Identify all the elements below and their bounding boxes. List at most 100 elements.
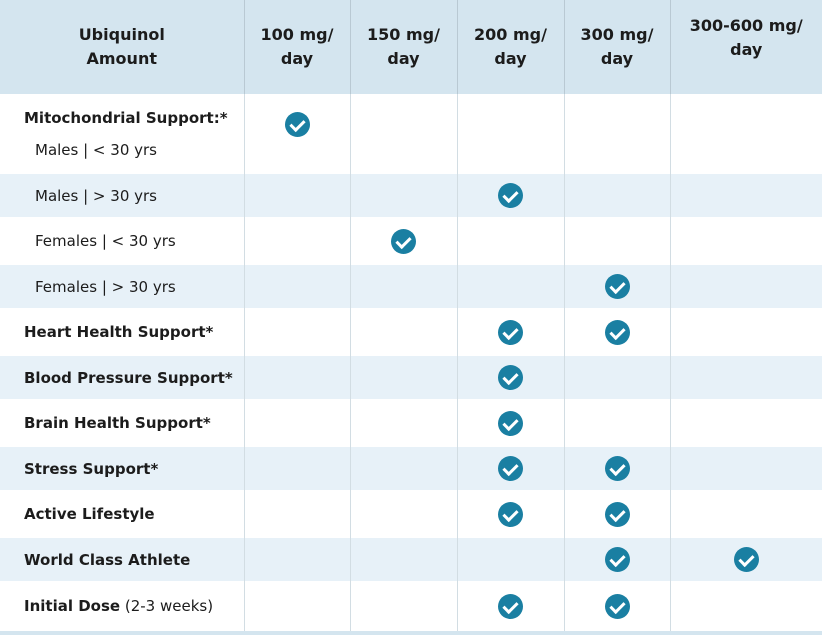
- table-row: Active Lifestyle: [0, 490, 822, 538]
- table-cell: [350, 490, 457, 538]
- check-circle-icon: [498, 502, 523, 527]
- table-cell: [564, 399, 670, 447]
- table-cell: [244, 265, 350, 308]
- table-cell: [670, 174, 822, 217]
- header-row: Ubiquinol Amount 100 mg/ day 150 mg/ day…: [0, 0, 822, 94]
- table-cell: [244, 356, 350, 399]
- table-cell: [350, 217, 457, 265]
- header-300mg-line1: 300 mg/: [565, 23, 670, 47]
- row-title: Initial Dose: [24, 597, 120, 615]
- header-150mg-line2: day: [351, 47, 457, 71]
- header-label-line1: Ubiquinol: [0, 23, 244, 47]
- header-300-600mg: 300-600 mg/ day: [670, 0, 822, 94]
- table-cell: [564, 538, 670, 581]
- table-cell: [457, 174, 564, 217]
- row-label: Initial Dose (2-3 weeks): [0, 581, 244, 633]
- table-cell: [457, 265, 564, 308]
- check-circle-icon: [498, 320, 523, 345]
- table-cell: [350, 447, 457, 490]
- row-label: Active Lifestyle: [0, 490, 244, 538]
- table-cell: [564, 447, 670, 490]
- row-label: Males | > 30 yrs: [0, 174, 244, 217]
- table-cell: [244, 217, 350, 265]
- table-cell: [457, 490, 564, 538]
- check-circle-icon: [498, 183, 523, 208]
- table-cell: [564, 174, 670, 217]
- header-150mg: 150 mg/ day: [350, 0, 457, 94]
- header-300mg: 300 mg/ day: [564, 0, 670, 94]
- table-cell: [457, 447, 564, 490]
- row-label: Stress Support*: [0, 447, 244, 490]
- check-circle-icon: [605, 547, 630, 572]
- check-circle-icon: [498, 411, 523, 436]
- table-cell: [670, 581, 822, 633]
- check-circle-icon: [605, 594, 630, 619]
- header-ubiquinol-amount: Ubiquinol Amount: [0, 0, 244, 94]
- header-200mg-line2: day: [458, 47, 564, 71]
- table-cell: [244, 581, 350, 633]
- check-circle-icon: [285, 112, 310, 137]
- table-cell: [244, 174, 350, 217]
- table-cell: [457, 538, 564, 581]
- table-cell: [564, 94, 670, 174]
- table-cell: [564, 356, 670, 399]
- check-circle-icon: [391, 229, 416, 254]
- check-circle-icon: [605, 274, 630, 299]
- row-label: Mitochondrial Support:* Males | < 30 yrs: [0, 94, 244, 174]
- table-cell: [350, 399, 457, 447]
- table-row: Heart Health Support*: [0, 308, 822, 356]
- table-cell: [457, 581, 564, 633]
- table-cell: [457, 399, 564, 447]
- table-row: World Class Athlete: [0, 538, 822, 581]
- header-100mg: 100 mg/ day: [244, 0, 350, 94]
- table-cell: [670, 265, 822, 308]
- table-cell: [350, 356, 457, 399]
- table-cell: [670, 399, 822, 447]
- check-circle-icon: [605, 320, 630, 345]
- table-cell: [670, 538, 822, 581]
- table-cell: [670, 308, 822, 356]
- row-sublabel: Males | < 30 yrs: [24, 141, 244, 159]
- table-cell: [350, 94, 457, 174]
- table-cell: [457, 356, 564, 399]
- table-row: Initial Dose (2-3 weeks): [0, 581, 822, 633]
- row-title: Active Lifestyle: [24, 505, 244, 523]
- table-cell: [670, 447, 822, 490]
- table-cell: [457, 308, 564, 356]
- table-row: Brain Health Support*: [0, 399, 822, 447]
- table-cell: [457, 94, 564, 174]
- row-label: Brain Health Support*: [0, 399, 244, 447]
- row-title: Stress Support*: [24, 460, 244, 478]
- table-cell: [244, 399, 350, 447]
- table-cell: [564, 308, 670, 356]
- table-row: Females | > 30 yrs: [0, 265, 822, 308]
- table-row: Stress Support*: [0, 447, 822, 490]
- table-cell: [244, 94, 350, 174]
- table-cell: [670, 217, 822, 265]
- table-cell: [350, 174, 457, 217]
- table-cell: [670, 94, 822, 174]
- table-cell: [564, 265, 670, 308]
- check-circle-icon: [605, 502, 630, 527]
- check-circle-icon: [605, 456, 630, 481]
- row-label: Females | < 30 yrs: [0, 217, 244, 265]
- table-cell: [244, 308, 350, 356]
- header-300-600mg-line1: 300-600 mg/: [671, 14, 822, 38]
- table-cell: [350, 308, 457, 356]
- row-label: Heart Health Support*: [0, 308, 244, 356]
- table-cell: [244, 447, 350, 490]
- table-cell: [244, 490, 350, 538]
- header-label-line2: Amount: [0, 47, 244, 71]
- table-cell: [670, 490, 822, 538]
- header-150mg-line1: 150 mg/: [351, 23, 457, 47]
- table-cell: [244, 538, 350, 581]
- table-row: Males | > 30 yrs: [0, 174, 822, 217]
- header-300-600mg-line2: day: [671, 38, 822, 62]
- check-circle-icon: [498, 594, 523, 619]
- header-200mg: 200 mg/ day: [457, 0, 564, 94]
- row-title: Mitochondrial Support:*: [24, 109, 244, 127]
- row-title: Females | > 30 yrs: [24, 278, 176, 296]
- row-title: Males | > 30 yrs: [24, 187, 157, 205]
- table-row: Blood Pressure Support*: [0, 356, 822, 399]
